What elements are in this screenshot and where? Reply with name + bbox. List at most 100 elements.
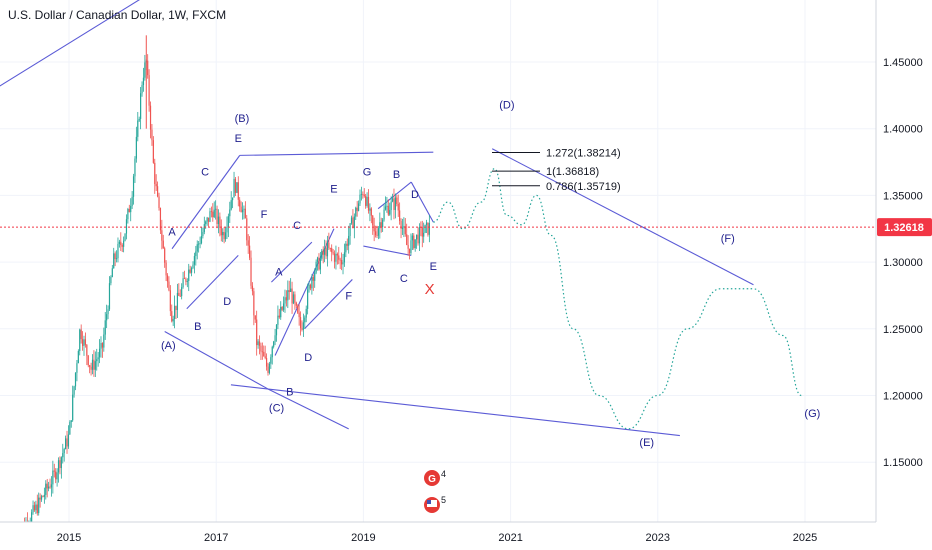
- candle-body: [329, 247, 331, 249]
- candle-body: [56, 472, 58, 480]
- candle-body: [251, 285, 254, 292]
- candle-body: [134, 158, 136, 177]
- candle-body: [348, 235, 350, 246]
- candle-body: [39, 497, 41, 500]
- time-axis[interactable]: 2015 2017 2019 2021 2023 2025: [57, 532, 817, 544]
- candle-body: [316, 257, 319, 262]
- candle-body: [380, 222, 382, 227]
- candle-body: [234, 178, 237, 193]
- candle-body: [342, 262, 344, 265]
- candle-body: [200, 236, 203, 244]
- candle-body: [311, 277, 313, 289]
- candle-body: [328, 242, 330, 248]
- candle-body: [63, 449, 65, 454]
- candle-body: [186, 280, 188, 282]
- candle-body: [423, 232, 425, 237]
- candle-body: [324, 248, 326, 255]
- candle-body: [94, 361, 96, 370]
- price-axis[interactable]: 1.45000 1.40000 1.35000 1.30000 1.25000 1.200…: [883, 57, 923, 469]
- wave-label: F: [261, 209, 268, 221]
- candle-body: [414, 239, 416, 249]
- trend-line: [377, 181, 412, 210]
- candle-body: [74, 372, 77, 387]
- candle-body: [321, 250, 323, 259]
- candle-body: [267, 366, 269, 373]
- candle-body: [356, 207, 358, 211]
- candle-body: [118, 241, 120, 244]
- candle-body: [31, 512, 33, 523]
- wave-label: (A): [161, 340, 176, 352]
- candle-body: [237, 182, 239, 200]
- time-axis-panel: [0, 522, 932, 550]
- flag-badge-icon[interactable]: 5: [424, 495, 446, 513]
- candle-body: [332, 252, 334, 254]
- candle-body: [253, 291, 255, 316]
- candle-body: [59, 460, 61, 469]
- trend-line: [363, 245, 412, 256]
- candle-body: [236, 182, 238, 193]
- candle-body: [357, 203, 360, 211]
- candle-body: [97, 357, 99, 360]
- candle-body: [148, 75, 150, 106]
- candle-body: [169, 290, 171, 312]
- candle-body: [292, 294, 295, 304]
- candle-body: [363, 194, 365, 197]
- earnings-badge-icon[interactable]: G 4: [424, 469, 446, 486]
- candle-body: [40, 496, 43, 500]
- candle-body: [350, 217, 353, 224]
- candle-body: [369, 208, 371, 211]
- candle-body: [389, 210, 391, 215]
- candle-body: [141, 85, 143, 94]
- candle-body: [181, 287, 183, 297]
- candle-body: [232, 197, 234, 201]
- candle-body: [130, 205, 132, 213]
- candle-body: [241, 209, 244, 213]
- candle-body: [268, 363, 271, 373]
- trend-line: [171, 155, 241, 250]
- candle-body: [185, 278, 187, 282]
- candle-body: [229, 209, 231, 217]
- trend-line: [410, 181, 434, 223]
- candle-body: [376, 235, 378, 236]
- candle-body: [135, 136, 137, 159]
- candle-body: [206, 217, 208, 222]
- candle-body: [383, 209, 385, 220]
- candle-body: [277, 315, 279, 325]
- candle-body: [70, 420, 72, 423]
- candle-body: [86, 344, 88, 356]
- candle-body: [154, 162, 156, 185]
- last-price-tag: [877, 218, 932, 237]
- candle-body: [258, 341, 261, 346]
- candle-body: [120, 241, 122, 245]
- candle-body: [360, 194, 363, 195]
- candle-body: [309, 284, 312, 289]
- candle-body: [46, 483, 48, 489]
- candle-body: [53, 470, 55, 472]
- candle-body: [403, 226, 405, 228]
- candle-body: [243, 208, 245, 210]
- fib-label: 1.272(1.38214): [546, 148, 621, 160]
- candle-body: [103, 334, 105, 348]
- candle-body: [382, 219, 384, 227]
- candle-body: [424, 224, 426, 233]
- candle-body: [406, 234, 408, 246]
- wave-label: D: [223, 296, 231, 308]
- candle-body: [138, 118, 140, 121]
- candle-body: [307, 289, 309, 309]
- candle-body: [65, 438, 67, 450]
- candle-body: [111, 268, 113, 278]
- y-tick-label: 1.45000: [883, 57, 923, 69]
- candle-body: [137, 120, 139, 137]
- candle-body: [393, 198, 395, 210]
- candle-body: [312, 277, 314, 281]
- candle-body: [219, 216, 221, 228]
- candle-body: [144, 62, 146, 78]
- trend-line: [274, 228, 335, 356]
- candle-body: [391, 198, 394, 202]
- trend-line: [164, 330, 268, 390]
- candle-body: [288, 290, 290, 292]
- candle-body: [233, 178, 235, 198]
- candle-body: [336, 253, 338, 256]
- candle-body: [182, 278, 184, 288]
- candle-body: [155, 184, 157, 187]
